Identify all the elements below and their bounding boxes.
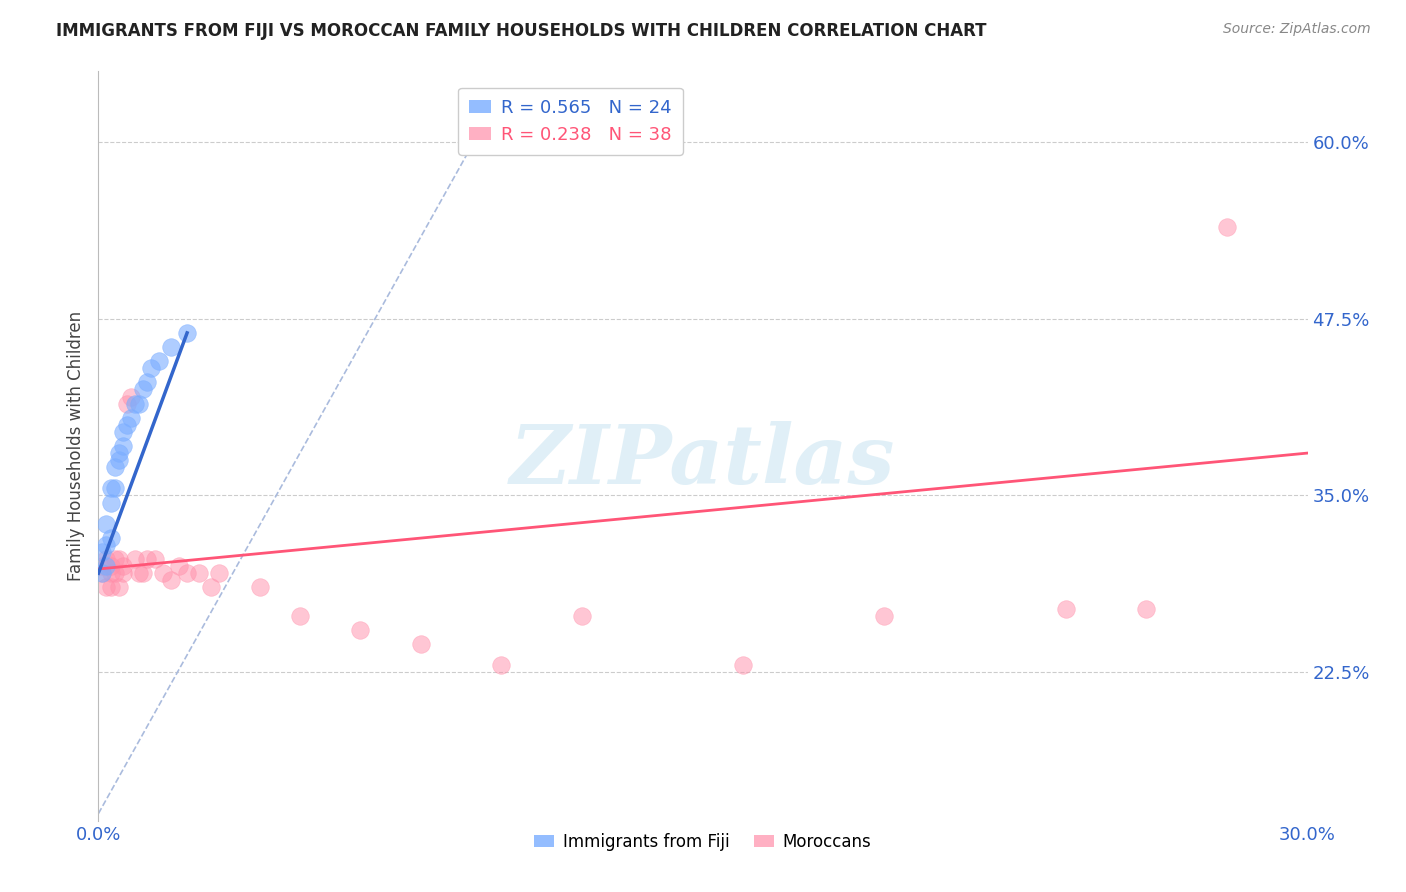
Point: [124, 396, 146, 410]
Point: [288, 608, 311, 623]
Point: [111, 425, 134, 439]
Point: [148, 354, 170, 368]
Point: [349, 623, 371, 637]
Point: [100, 531, 122, 545]
Point: [120, 390, 142, 404]
Point: [176, 566, 198, 581]
Point: [160, 340, 183, 354]
Point: [176, 326, 198, 340]
Point: [100, 482, 122, 496]
Point: [115, 396, 138, 410]
Point: [132, 566, 155, 581]
Point: [100, 580, 122, 594]
Point: [188, 566, 211, 581]
Point: [409, 637, 432, 651]
Point: [91, 545, 114, 559]
Text: ZIPatlas: ZIPatlas: [510, 421, 896, 501]
Point: [111, 566, 134, 581]
Point: [103, 482, 125, 496]
Point: [139, 361, 162, 376]
Point: [128, 566, 150, 581]
Point: [124, 552, 146, 566]
Point: [143, 552, 166, 566]
Point: [135, 552, 157, 566]
Point: [103, 566, 125, 581]
Point: [135, 376, 157, 390]
Point: [100, 559, 122, 574]
Point: [571, 608, 593, 623]
Point: [167, 559, 190, 574]
Point: [491, 658, 513, 673]
Point: [249, 580, 271, 594]
Point: [91, 566, 114, 581]
Point: [100, 495, 122, 509]
Point: [160, 574, 183, 588]
Point: [107, 580, 129, 594]
Point: [152, 566, 174, 581]
Point: [111, 559, 134, 574]
Point: [96, 552, 118, 566]
Point: [1054, 601, 1077, 615]
Legend: Immigrants from Fiji, Moroccans: Immigrants from Fiji, Moroccans: [527, 826, 879, 857]
Point: [115, 417, 138, 432]
Point: [132, 383, 155, 397]
Point: [1216, 219, 1239, 234]
Point: [91, 566, 114, 581]
Point: [96, 580, 118, 594]
Point: [103, 460, 125, 475]
Point: [107, 453, 129, 467]
Point: [120, 410, 142, 425]
Text: IMMIGRANTS FROM FIJI VS MOROCCAN FAMILY HOUSEHOLDS WITH CHILDREN CORRELATION CHA: IMMIGRANTS FROM FIJI VS MOROCCAN FAMILY …: [56, 22, 987, 40]
Y-axis label: Family Households with Children: Family Households with Children: [66, 311, 84, 581]
Point: [91, 559, 114, 574]
Point: [733, 658, 755, 673]
Point: [200, 580, 222, 594]
Text: Source: ZipAtlas.com: Source: ZipAtlas.com: [1223, 22, 1371, 37]
Point: [100, 566, 122, 581]
Point: [128, 396, 150, 410]
Point: [107, 446, 129, 460]
Point: [208, 566, 231, 581]
Point: [111, 439, 134, 453]
Point: [107, 552, 129, 566]
Point: [1135, 601, 1157, 615]
Point: [96, 538, 118, 552]
Point: [873, 608, 896, 623]
Point: [96, 516, 118, 531]
Point: [96, 559, 118, 574]
Point: [103, 552, 125, 566]
